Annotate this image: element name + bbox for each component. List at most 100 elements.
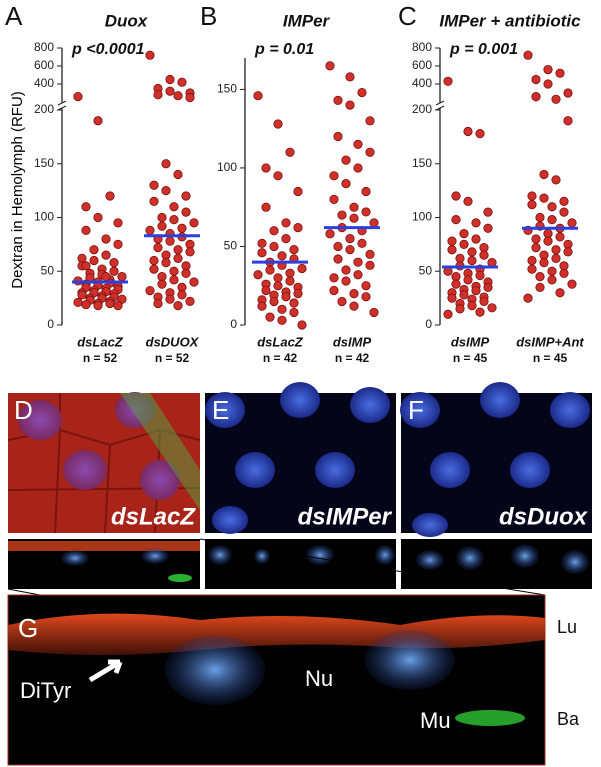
dot bbox=[101, 272, 111, 282]
dot bbox=[349, 202, 359, 212]
dot bbox=[81, 202, 91, 212]
dot bbox=[149, 255, 159, 266]
dot bbox=[161, 186, 171, 196]
dot bbox=[471, 218, 481, 228]
dot bbox=[93, 301, 103, 311]
dot bbox=[261, 285, 271, 296]
dot bbox=[77, 290, 87, 300]
y-tick-label: 150 bbox=[412, 156, 432, 170]
strip-e bbox=[205, 539, 396, 589]
dot bbox=[329, 273, 339, 283]
y-tick-label: 50 bbox=[224, 239, 238, 253]
dot bbox=[531, 243, 541, 253]
dot bbox=[269, 226, 279, 236]
dot bbox=[117, 272, 127, 282]
dot bbox=[165, 294, 175, 304]
dot bbox=[341, 155, 351, 165]
dot bbox=[365, 147, 375, 157]
x-tick-label: dsDUOX bbox=[146, 334, 200, 349]
basal-label: Ba bbox=[557, 709, 580, 729]
dot bbox=[181, 268, 191, 278]
dot bbox=[189, 277, 199, 287]
y-tick-label: 50 bbox=[41, 263, 55, 277]
trachea bbox=[120, 393, 200, 510]
sample-size: n = 42 bbox=[335, 351, 370, 365]
dot bbox=[563, 116, 573, 126]
dot bbox=[539, 169, 549, 180]
y-tick-label: 150 bbox=[217, 82, 237, 96]
dot bbox=[161, 258, 171, 268]
dot bbox=[269, 296, 279, 307]
y-tick-label: 600 bbox=[412, 58, 432, 72]
annotation: p = 0.001 bbox=[449, 41, 518, 58]
dot bbox=[109, 258, 119, 268]
x-tick-label: dsIMP bbox=[451, 334, 490, 349]
dot bbox=[483, 207, 493, 217]
x-tick-label: dsIMP+Ant bbox=[516, 334, 584, 349]
dot bbox=[365, 116, 375, 126]
dot bbox=[475, 270, 485, 281]
nucleus bbox=[140, 460, 180, 500]
dot bbox=[447, 245, 457, 255]
dot bbox=[459, 239, 469, 249]
dot bbox=[145, 50, 155, 60]
dot bbox=[527, 191, 537, 201]
dot bbox=[361, 186, 371, 197]
dot bbox=[539, 193, 549, 203]
dot bbox=[189, 218, 199, 228]
dot bbox=[333, 95, 343, 106]
dot bbox=[265, 265, 275, 275]
dot bbox=[345, 245, 355, 255]
dot bbox=[479, 250, 489, 260]
dot bbox=[361, 281, 371, 291]
lumen-label: Lu bbox=[557, 617, 577, 637]
dot bbox=[149, 196, 159, 206]
annotation: p = 0.01 bbox=[254, 41, 314, 58]
y-tick-label: 0 bbox=[47, 317, 54, 331]
dot bbox=[173, 91, 183, 101]
dot bbox=[463, 126, 473, 137]
y-tick-label: 400 bbox=[412, 76, 432, 90]
dot bbox=[523, 50, 533, 60]
dot bbox=[165, 236, 175, 246]
dot bbox=[341, 265, 351, 275]
dot bbox=[289, 298, 299, 308]
dot bbox=[535, 272, 545, 282]
dot bbox=[257, 238, 267, 248]
y-tick-label: 200 bbox=[412, 102, 432, 116]
dot bbox=[345, 72, 355, 82]
dot bbox=[101, 250, 111, 260]
dot bbox=[261, 163, 271, 173]
cells-d bbox=[7, 393, 201, 534]
chart-title: IMPer + antibiotic bbox=[439, 11, 581, 30]
dot bbox=[547, 215, 557, 225]
dot bbox=[157, 279, 167, 289]
dot bbox=[451, 191, 461, 201]
dot bbox=[451, 279, 461, 289]
dot bbox=[297, 263, 307, 274]
dot bbox=[471, 285, 481, 296]
dot bbox=[285, 147, 295, 157]
dot bbox=[337, 296, 347, 307]
dot bbox=[177, 290, 187, 300]
dot bbox=[293, 288, 303, 299]
dot bbox=[277, 315, 287, 325]
dot bbox=[555, 232, 565, 242]
dot bbox=[353, 163, 363, 173]
dot bbox=[169, 202, 179, 212]
dot bbox=[157, 212, 167, 223]
dot bbox=[329, 171, 339, 181]
dot bbox=[105, 298, 115, 309]
dot bbox=[527, 255, 537, 266]
y-tick-label: 100 bbox=[412, 210, 432, 224]
panel-letter: A bbox=[5, 1, 23, 31]
nucleus bbox=[18, 400, 62, 440]
dot bbox=[113, 301, 123, 311]
dot bbox=[459, 229, 469, 239]
dot bbox=[277, 251, 287, 261]
dot bbox=[567, 279, 577, 289]
dot bbox=[73, 92, 83, 102]
dot bbox=[475, 307, 485, 317]
panel-letter: E bbox=[212, 395, 229, 425]
